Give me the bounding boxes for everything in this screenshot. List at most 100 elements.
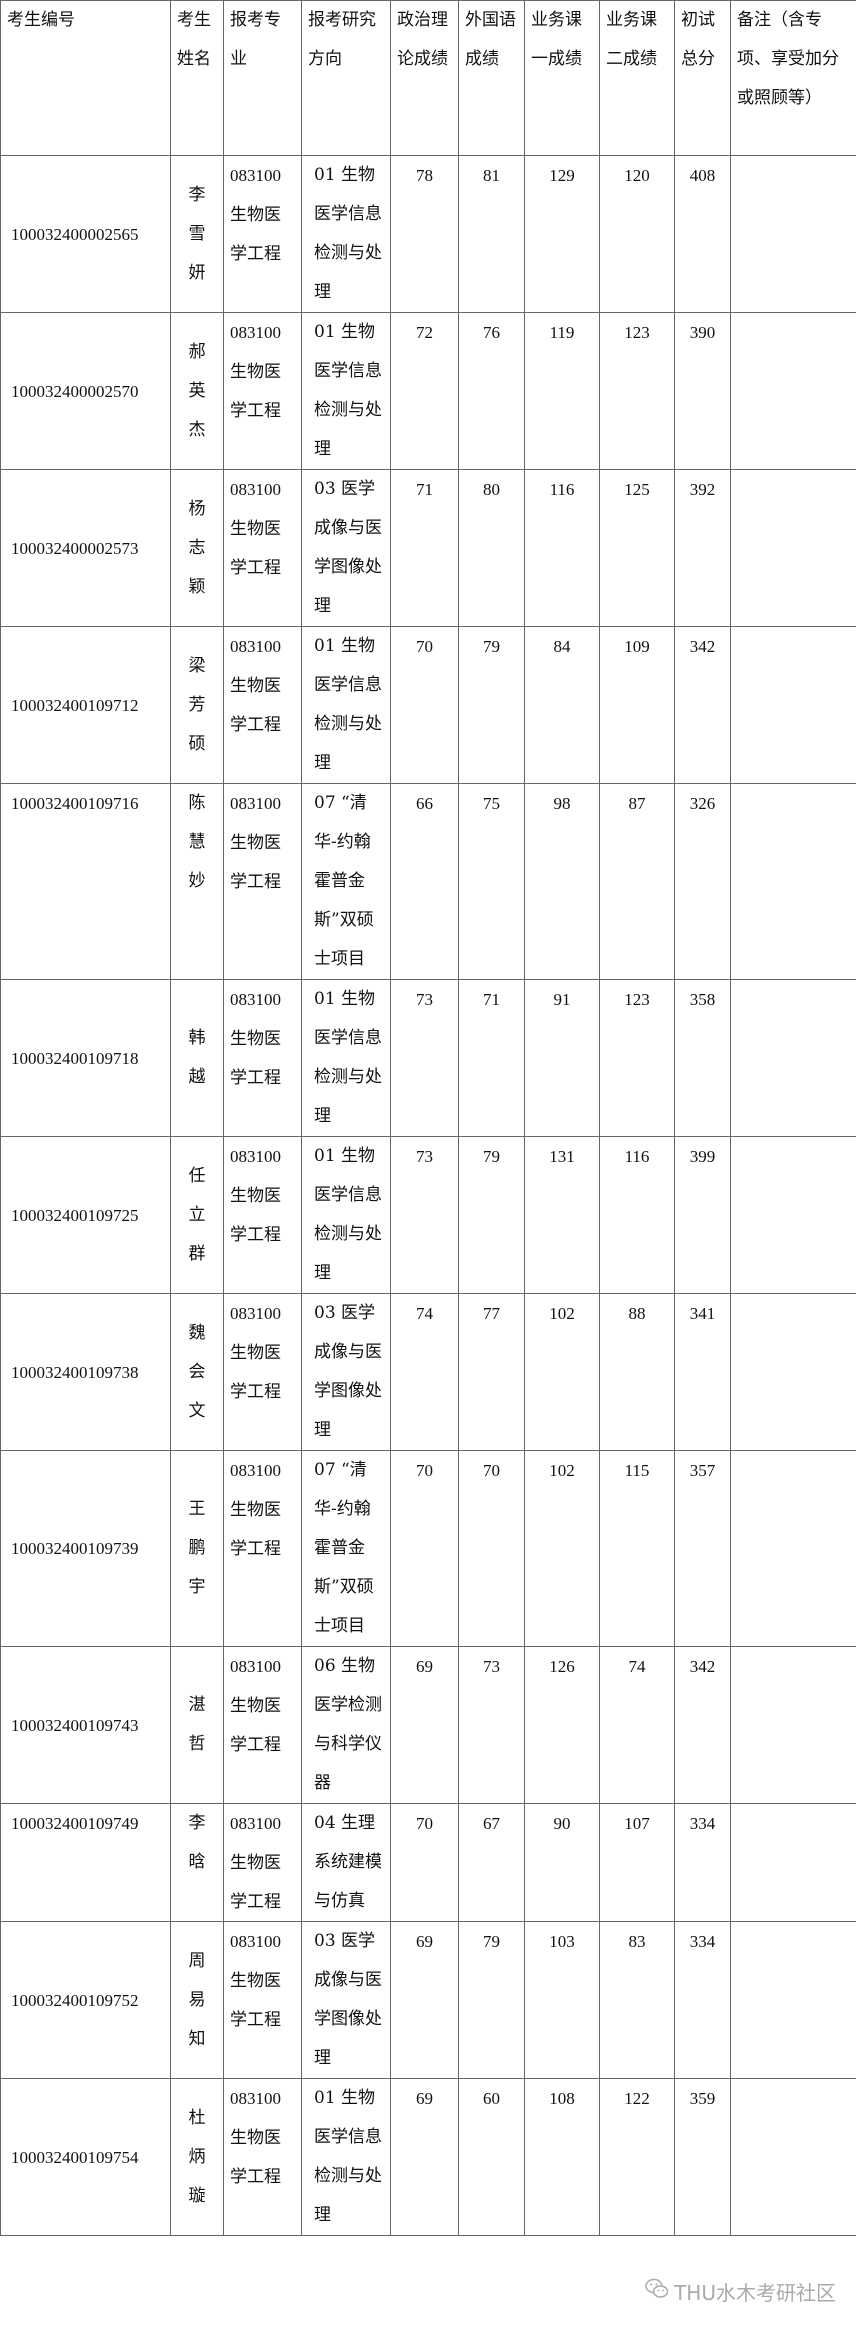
cell-major: 083100生物医学工程 [223,312,302,470]
cell-id: 100032400002570 [0,312,171,470]
table-row: 100032400002570 郝英杰 083100生物医学工程 01 生物医学信息检… [0,312,856,470]
cell-note [730,626,856,784]
cell-id: 100032400109749 [0,1803,171,1922]
cell-id: 100032400109725 [0,1136,171,1294]
cell-name: 李雪妍 [170,155,224,313]
cell-politics: 69 [390,2078,459,2236]
cell-course2: 122 [599,2078,675,2236]
cell-name: 杜炳璇 [170,2078,224,2236]
cell-total: 342 [674,626,731,784]
cell-total: 358 [674,979,731,1137]
cell-name: 周易知 [170,1921,224,2079]
cell-politics: 72 [390,312,459,470]
cell-id: 100032400109754 [0,2078,171,2236]
cell-course2: 116 [599,1136,675,1294]
cell-note [730,2078,856,2236]
table-row: 100032400109718 韩越 083100生物医学工程 01 生物医学信息检测… [0,979,856,1137]
cell-major: 083100生物医学工程 [223,783,302,980]
header-politics: 政治理论成绩 [390,0,459,156]
cell-language: 79 [458,626,525,784]
cell-note [730,469,856,627]
cell-politics: 69 [390,1646,459,1804]
cell-direction: 01 生物医学信息检测与处理 [301,626,391,784]
cell-course1: 103 [524,1921,600,2079]
cell-major: 083100生物医学工程 [223,155,302,313]
cell-total: 399 [674,1136,731,1294]
cell-direction: 01 生物医学信息检测与处理 [301,979,391,1137]
watermark-text: THU水木考研社区 [674,2281,836,2305]
cell-name: 魏会文 [170,1293,224,1451]
cell-course1: 91 [524,979,600,1137]
cell-course1: 84 [524,626,600,784]
cell-id: 100032400109743 [0,1646,171,1804]
cell-total: 334 [674,1803,731,1922]
table-row: 100032400109739 王鹏宇 083100生物医学工程 07 “清华-约翰霍… [0,1450,856,1647]
header-note: 备注（含专项、享受加分或照顾等） [730,0,856,156]
cell-politics: 73 [390,1136,459,1294]
table-row: 100032400109754 杜炳璇 083100生物医学工程 01 生物医学信息检… [0,2078,856,2236]
table-row: 100032400002565 李雪妍 083100生物医学工程 01 生物医学信息检… [0,155,856,313]
cell-direction: 06 生物医学检测与科学仪器 [301,1646,391,1804]
cell-direction: 03 医学成像与医学图像处理 [301,469,391,627]
cell-direction: 03 医学成像与医学图像处理 [301,1293,391,1451]
cell-language: 60 [458,2078,525,2236]
cell-total: 390 [674,312,731,470]
cell-direction: 04 生理系统建模与仿真 [301,1803,391,1922]
table-row: 100032400109712 梁芳硕 083100生物医学工程 01 生物医学信息检… [0,626,856,784]
cell-course1: 126 [524,1646,600,1804]
cell-note [730,1450,856,1647]
cell-course2: 88 [599,1293,675,1451]
score-table: 考生编号 考生姓名 报考专业 报考研究方向 政治理论成绩 外国语成绩 业务课一成… [0,0,856,2236]
cell-course1: 102 [524,1293,600,1451]
cell-course2: 123 [599,312,675,470]
cell-politics: 78 [390,155,459,313]
cell-course2: 87 [599,783,675,980]
table-row: 100032400002573 杨志颖 083100生物医学工程 03 医学成像与医学… [0,469,856,627]
cell-language: 77 [458,1293,525,1451]
cell-major: 083100生物医学工程 [223,1921,302,2079]
cell-major: 083100生物医学工程 [223,626,302,784]
table-body: 100032400002565 李雪妍 083100生物医学工程 01 生物医学信息检… [0,155,856,2236]
header-row: 考生编号 考生姓名 报考专业 报考研究方向 政治理论成绩 外国语成绩 业务课一成… [0,0,856,156]
cell-name: 湛哲 [170,1646,224,1804]
table-row: 100032400109752 周易知 083100生物医学工程 03 医学成像与医学… [0,1921,856,2079]
table-row: 100032400109725 任立群 083100生物医学工程 01 生物医学信息检… [0,1136,856,1294]
cell-direction: 07 “清华-约翰霍普金斯”双硕士项目 [301,1450,391,1647]
cell-course1: 98 [524,783,600,980]
cell-politics: 74 [390,1293,459,1451]
cell-course2: 115 [599,1450,675,1647]
cell-course1: 129 [524,155,600,313]
cell-course1: 90 [524,1803,600,1922]
cell-name: 梁芳硕 [170,626,224,784]
cell-politics: 71 [390,469,459,627]
cell-id: 100032400002565 [0,155,171,313]
cell-name: 任立群 [170,1136,224,1294]
cell-note [730,979,856,1137]
cell-total: 408 [674,155,731,313]
cell-note [730,1136,856,1294]
cell-id: 100032400109718 [0,979,171,1137]
cell-language: 75 [458,783,525,980]
cell-course2: 109 [599,626,675,784]
cell-direction: 01 生物医学信息检测与处理 [301,2078,391,2236]
cell-politics: 69 [390,1921,459,2079]
table-row: 100032400109749 李晗 083100生物医学工程 04 生理系统建模与仿… [0,1803,856,1922]
cell-id: 100032400109752 [0,1921,171,2079]
cell-direction: 07 “清华-约翰霍普金斯”双硕士项目 [301,783,391,980]
wechat-icon [644,2276,670,2307]
header-course2: 业务课二成绩 [599,0,675,156]
cell-name: 杨志颖 [170,469,224,627]
cell-note [730,1803,856,1922]
cell-total: 342 [674,1646,731,1804]
cell-total: 326 [674,783,731,980]
cell-total: 357 [674,1450,731,1647]
cell-politics: 70 [390,626,459,784]
cell-course1: 119 [524,312,600,470]
cell-course2: 74 [599,1646,675,1804]
cell-direction: 01 生物医学信息检测与处理 [301,312,391,470]
header-language: 外国语成绩 [458,0,525,156]
cell-language: 76 [458,312,525,470]
table-row: 100032400109743 湛哲 083100生物医学工程 06 生物医学检测与科… [0,1646,856,1804]
cell-name: 韩越 [170,979,224,1137]
cell-language: 71 [458,979,525,1137]
